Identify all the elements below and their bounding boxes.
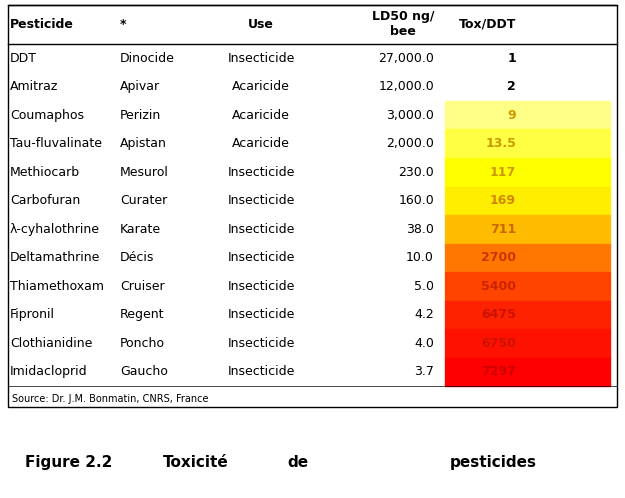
Text: Use: Use: [248, 18, 274, 31]
Text: Mesurol: Mesurol: [120, 166, 169, 179]
Text: Insecticide: Insecticide: [228, 166, 295, 179]
Text: λ-cyhalothrine: λ-cyhalothrine: [10, 223, 100, 236]
Text: Imidacloprid: Imidacloprid: [10, 366, 88, 378]
Text: *: *: [120, 18, 126, 31]
Text: Poncho: Poncho: [120, 337, 165, 350]
Text: Apistan: Apistan: [120, 137, 167, 150]
Text: LD50 ng/
bee: LD50 ng/ bee: [371, 10, 434, 38]
Text: Dinocide: Dinocide: [120, 52, 175, 65]
Text: 230.0: 230.0: [398, 166, 434, 179]
Text: 12,000.0: 12,000.0: [378, 80, 434, 93]
Text: Gaucho: Gaucho: [120, 366, 168, 378]
Bar: [8, 301, 617, 329]
Text: 7297: 7297: [481, 366, 516, 378]
Text: Regent: Regent: [120, 308, 164, 321]
Text: 169: 169: [490, 194, 516, 207]
Text: Insecticide: Insecticide: [228, 308, 295, 321]
Bar: [8, 44, 617, 72]
Text: 3.7: 3.7: [414, 366, 434, 378]
Text: Insecticide: Insecticide: [228, 366, 295, 378]
Text: de: de: [288, 455, 309, 470]
Bar: [445, 215, 610, 244]
Bar: [8, 72, 617, 101]
Text: 27,000.0: 27,000.0: [378, 52, 434, 65]
Bar: [445, 244, 610, 272]
Text: Toxicité: Toxicité: [162, 455, 228, 470]
Text: Curater: Curater: [120, 194, 168, 207]
Bar: [8, 244, 617, 272]
Text: Acaricide: Acaricide: [232, 109, 290, 122]
Bar: [8, 272, 617, 301]
Text: Cruiser: Cruiser: [120, 280, 164, 293]
Text: pesticides: pesticides: [450, 455, 537, 470]
Text: 6750: 6750: [481, 337, 516, 350]
Text: Décis: Décis: [120, 251, 154, 264]
Text: Insecticide: Insecticide: [228, 251, 295, 264]
Bar: [8, 329, 617, 358]
Text: Perizin: Perizin: [120, 109, 161, 122]
Bar: [445, 72, 610, 101]
Text: Thiamethoxam: Thiamethoxam: [10, 280, 104, 293]
Text: 160.0: 160.0: [398, 194, 434, 207]
Bar: [8, 215, 617, 244]
Text: Carbofuran: Carbofuran: [10, 194, 80, 207]
Text: 5.0: 5.0: [414, 280, 434, 293]
Text: Insecticide: Insecticide: [228, 52, 295, 65]
Bar: [8, 129, 617, 158]
Text: 4.2: 4.2: [414, 308, 434, 321]
Text: Deltamathrine: Deltamathrine: [10, 251, 101, 264]
Text: Acaricide: Acaricide: [232, 137, 290, 150]
Text: 13.5: 13.5: [485, 137, 516, 150]
Text: Tox/DDT: Tox/DDT: [459, 18, 516, 31]
Text: 5400: 5400: [481, 280, 516, 293]
Text: 9: 9: [508, 109, 516, 122]
Text: 711: 711: [490, 223, 516, 236]
Bar: [445, 272, 610, 301]
Text: Apivar: Apivar: [120, 80, 160, 93]
Text: 4.0: 4.0: [414, 337, 434, 350]
Text: 6475: 6475: [481, 308, 516, 321]
Bar: [445, 329, 610, 358]
Bar: [445, 358, 610, 386]
Text: Fipronil: Fipronil: [10, 308, 55, 321]
Bar: [8, 101, 617, 129]
Text: Karate: Karate: [120, 223, 161, 236]
Text: 2: 2: [508, 80, 516, 93]
Bar: [445, 158, 610, 187]
Bar: [445, 129, 610, 158]
Text: Methiocarb: Methiocarb: [10, 166, 80, 179]
Text: Pesticide: Pesticide: [10, 18, 74, 31]
Text: 38.0: 38.0: [406, 223, 434, 236]
Text: Tau-fluvalinate: Tau-fluvalinate: [10, 137, 102, 150]
Text: 117: 117: [490, 166, 516, 179]
Bar: [445, 301, 610, 329]
Text: 2700: 2700: [481, 251, 516, 264]
Bar: [8, 158, 617, 187]
Bar: [8, 358, 617, 386]
Text: Coumaphos: Coumaphos: [10, 109, 84, 122]
Text: 2,000.0: 2,000.0: [386, 137, 434, 150]
Text: 10.0: 10.0: [406, 251, 434, 264]
Text: Acaricide: Acaricide: [232, 80, 290, 93]
Bar: [8, 187, 617, 215]
Text: DDT: DDT: [10, 52, 37, 65]
Text: Insecticide: Insecticide: [228, 337, 295, 350]
Text: 1: 1: [508, 52, 516, 65]
Bar: [445, 101, 610, 129]
Text: Insecticide: Insecticide: [228, 223, 295, 236]
Bar: [445, 44, 610, 72]
Bar: [445, 187, 610, 215]
Text: Clothianidine: Clothianidine: [10, 337, 92, 350]
Text: Figure 2.2: Figure 2.2: [25, 455, 112, 470]
Text: Amitraz: Amitraz: [10, 80, 58, 93]
Bar: [8, 5, 617, 44]
Text: 3,000.0: 3,000.0: [386, 109, 434, 122]
Text: Insecticide: Insecticide: [228, 194, 295, 207]
Text: Source: Dr. J.M. Bonmatin, CNRS, France: Source: Dr. J.M. Bonmatin, CNRS, France: [12, 394, 209, 404]
Text: Insecticide: Insecticide: [228, 280, 295, 293]
